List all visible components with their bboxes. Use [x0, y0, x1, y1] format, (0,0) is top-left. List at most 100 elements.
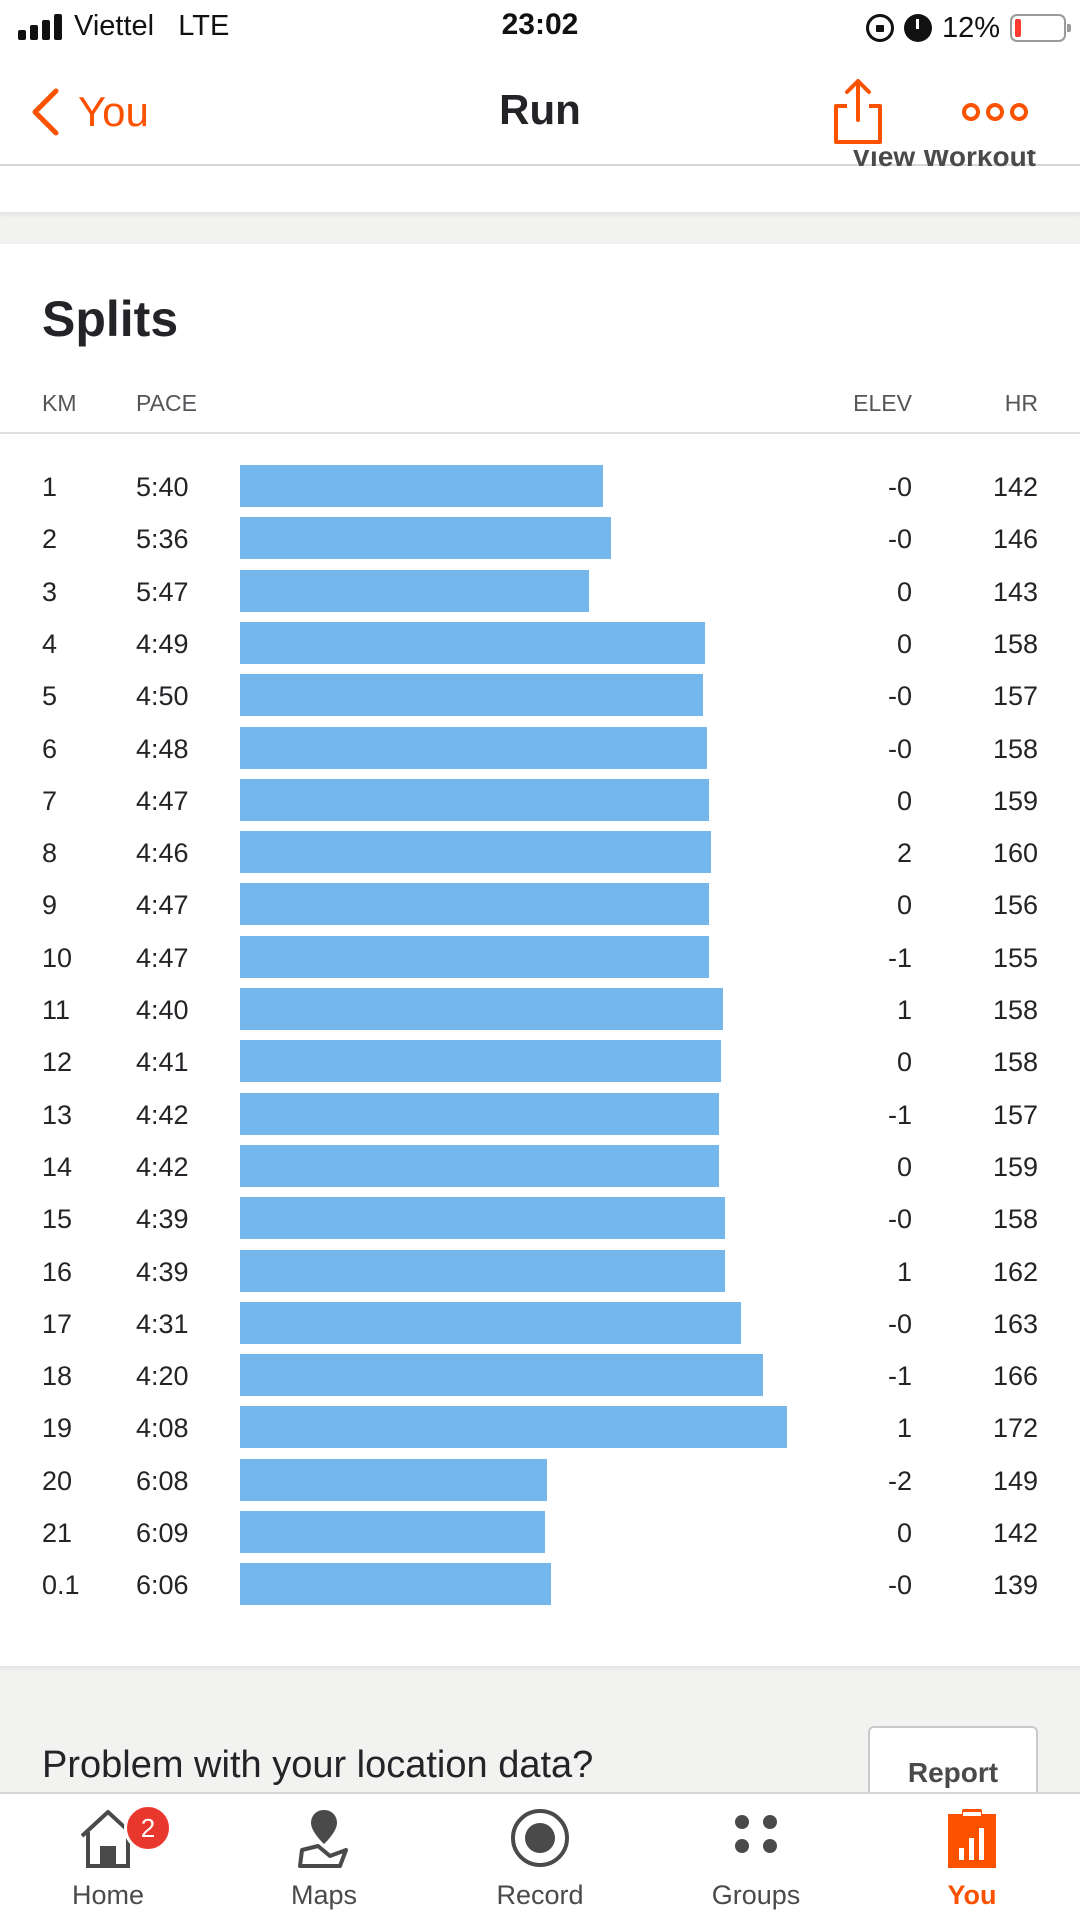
split-elev: 0 [896, 1047, 912, 1078]
split-row: 15 4:39 -0 158 [0, 1192, 1080, 1244]
split-km: 5 [42, 681, 58, 712]
split-pace-bar [240, 517, 611, 560]
split-km: 4 [42, 628, 58, 659]
split-pace: 4:31 [136, 1308, 189, 1339]
tab-groups[interactable]: Groups [648, 1794, 864, 1920]
split-hr: 157 [992, 681, 1038, 712]
split-pace-bar [240, 1092, 719, 1135]
split-pace: 6:09 [136, 1518, 189, 1548]
split-hr: 158 [992, 1204, 1038, 1235]
tab-record[interactable]: Record [432, 1794, 648, 1920]
split-pace-bar [240, 1301, 741, 1344]
header-elev: ELEV [853, 390, 912, 416]
split-elev: 0 [896, 576, 912, 607]
status-right: 12% [865, 10, 1071, 46]
split-km: 12 [42, 1047, 73, 1078]
chevron-left-icon [32, 88, 59, 136]
split-elev: -0 [887, 733, 912, 764]
split-pace-bar [240, 1144, 719, 1187]
split-pace: 4:47 [136, 785, 189, 816]
tab-label: Groups [711, 1880, 801, 1910]
split-pace: 6:06 [136, 1570, 189, 1601]
tab-maps[interactable]: Maps [216, 1794, 432, 1920]
split-hr: 158 [992, 733, 1038, 764]
split-row: 0.1 6:06 -0 139 [0, 1558, 1080, 1610]
split-pace: 4:39 [136, 1256, 189, 1287]
split-km: 13 [42, 1099, 73, 1130]
split-row: 16 4:39 1 162 [0, 1245, 1080, 1297]
split-hr: 142 [992, 1518, 1038, 1548]
split-km: 8 [42, 838, 58, 869]
battery-level [1015, 19, 1021, 37]
header-hr: HR [1004, 390, 1038, 416]
split-pace-bar [240, 1406, 787, 1449]
split-row: 21 6:09 0 142 [0, 1506, 1080, 1558]
splits-title: Splits [42, 291, 179, 347]
split-pace-bar [240, 1511, 545, 1553]
split-hr: 146 [992, 524, 1038, 555]
split-elev: -1 [887, 942, 912, 973]
split-pace: 4:42 [136, 1151, 189, 1182]
split-km: 21 [42, 1518, 73, 1548]
split-pace: 4:39 [136, 1204, 189, 1235]
groups-icon [735, 1815, 777, 1853]
split-pace: 4:40 [136, 995, 189, 1025]
split-hr: 158 [992, 1047, 1038, 1078]
tab-you[interactable]: You [864, 1794, 1080, 1920]
split-elev: 0 [896, 628, 912, 659]
carrier-name: Viettel [74, 10, 155, 42]
split-row: 18 4:20 -1 166 [0, 1349, 1080, 1401]
split-km: 10 [42, 942, 73, 973]
split-hr: 142 [992, 472, 1038, 502]
view-workout-link[interactable]: View Workout [851, 150, 1036, 172]
split-elev: -1 [887, 1361, 912, 1392]
split-row: 5 4:50 -0 157 [0, 669, 1080, 721]
tab-label: You [947, 1880, 997, 1910]
more-button[interactable] [960, 92, 1030, 132]
split-pace: 4:42 [136, 1099, 189, 1130]
split-hr: 139 [992, 1570, 1038, 1601]
split-elev: -0 [887, 524, 912, 555]
battery-percent: 12% [941, 11, 1000, 44]
split-row: 17 4:31 -0 163 [0, 1297, 1080, 1349]
split-row: 6 4:48 -0 158 [0, 722, 1080, 774]
signal-icon [18, 14, 64, 40]
back-label: You [78, 88, 149, 135]
battery-icon [1010, 14, 1071, 42]
split-hr: 158 [992, 995, 1038, 1025]
carrier-label: Viettel LTE [74, 10, 229, 43]
split-pace: 6:08 [136, 1465, 189, 1496]
record-icon [511, 1809, 569, 1867]
split-elev: 0 [896, 890, 912, 921]
split-elev: -0 [887, 1308, 912, 1339]
split-row: 11 4:40 1 158 [0, 983, 1080, 1035]
split-km: 0.1 [42, 1570, 80, 1601]
clock: 23:02 [501, 8, 579, 41]
split-row: 20 6:08 -2 149 [0, 1454, 1080, 1506]
split-elev: 2 [896, 838, 912, 869]
split-elev: -0 [887, 1570, 912, 1601]
split-km: 6 [42, 733, 58, 764]
split-elev: -1 [887, 1099, 912, 1130]
split-row: 12 4:41 0 158 [0, 1035, 1080, 1087]
split-pace: 4:20 [136, 1361, 189, 1392]
notification-badge: 2 [124, 1804, 172, 1852]
network-type: LTE [178, 10, 230, 42]
split-row: 7 4:47 0 159 [0, 774, 1080, 826]
back-button[interactable]: You [30, 84, 149, 140]
page-title: Run [499, 86, 581, 133]
split-row: 14 4:42 0 159 [0, 1140, 1080, 1192]
split-elev: -0 [887, 1204, 912, 1235]
share-button[interactable] [830, 76, 886, 146]
split-km: 2 [42, 524, 58, 555]
split-pace-bar [240, 935, 709, 978]
split-hr: 158 [992, 628, 1038, 659]
split-hr: 162 [992, 1256, 1038, 1287]
split-hr: 166 [992, 1361, 1038, 1392]
split-pace-bar [240, 1563, 551, 1606]
status-bar: Viettel LTE 23:02 12% [0, 0, 1080, 56]
you-icon [948, 1809, 996, 1868]
split-elev: -2 [887, 1465, 912, 1496]
split-elev: -0 [887, 681, 912, 712]
tab-home[interactable]: 2 Home [0, 1794, 216, 1920]
